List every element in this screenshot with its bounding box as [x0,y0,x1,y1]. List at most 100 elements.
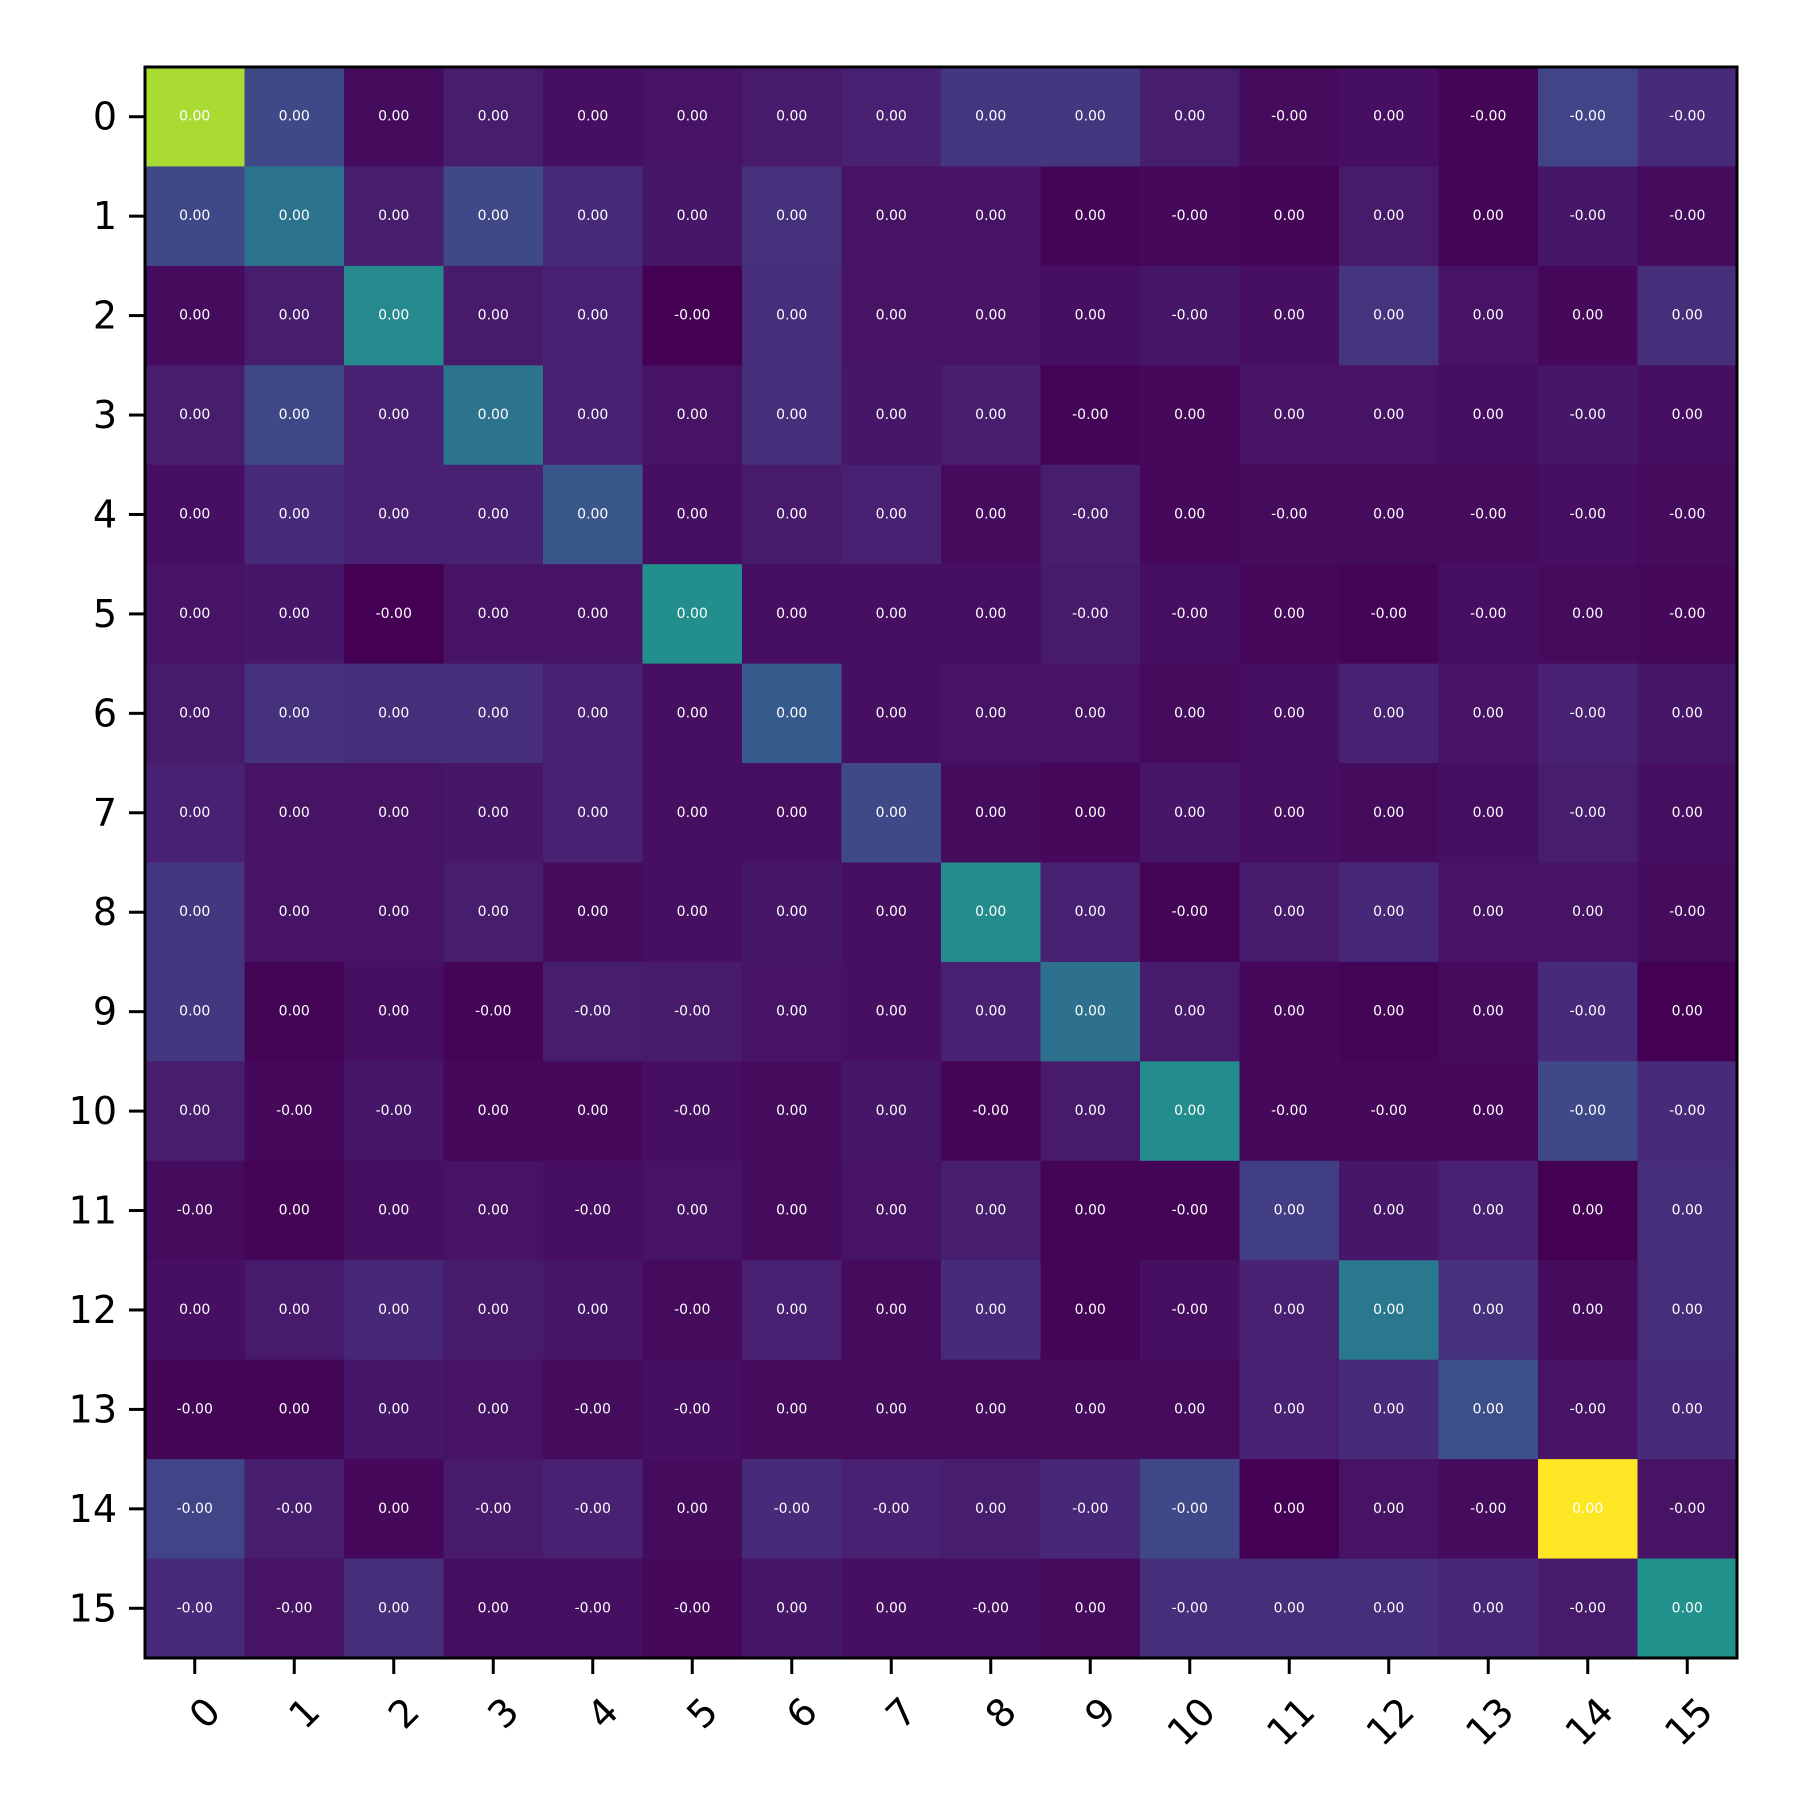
cell-label-r15-c7: 0.00 [876,1600,907,1616]
heatmap-cell-r15-c3 [443,1558,544,1659]
cell-label-r14-c10: -0.00 [1172,1501,1208,1517]
y-tick-label-14: 14 [69,1487,117,1531]
cell-label-r0-c7: 0.00 [876,109,907,125]
cell-label-r14-c12: 0.00 [1373,1501,1404,1517]
cell-label-r13-c11: 0.00 [1274,1401,1305,1417]
heatmap-cells [145,67,1738,1659]
heatmap-cell-r13-c14 [1538,1359,1639,1460]
heatmap-cell-r14-c13 [1438,1459,1539,1560]
heatmap-cell-r4-c11 [1239,464,1340,565]
heatmap-cell-r0-c15 [1637,67,1738,168]
heatmap-cell-r4-c3 [443,464,544,565]
heatmap-cell-r2-c9 [1040,265,1141,366]
heatmap-cell-r4-c12 [1339,464,1440,565]
heatmap-cell-r8-c2 [344,862,445,963]
heatmap-cell-r5-c12 [1339,564,1440,665]
cell-label-r8-c14: 0.00 [1572,904,1603,920]
cell-label-r4-c14: -0.00 [1570,506,1606,522]
x-tick-label-7: 7 [877,1689,925,1737]
x-tick-label-9: 9 [1076,1689,1124,1737]
cell-label-r5-c3: 0.00 [478,606,509,622]
heatmap-cell-r13-c5 [642,1359,743,1460]
cell-label-r15-c6: 0.00 [776,1600,807,1616]
cell-label-r1-c8: 0.00 [975,208,1006,224]
heatmap-cell-r15-c11 [1239,1558,1340,1659]
heatmap-cell-r15-c7 [841,1558,942,1659]
heatmap-cell-r10-c12 [1339,1061,1440,1162]
cell-label-r5-c9: -0.00 [1072,606,1108,622]
cell-label-r15-c15: 0.00 [1672,1600,1703,1616]
cell-label-r13-c12: 0.00 [1373,1401,1404,1417]
heatmap-cell-r10-c2 [344,1061,445,1162]
heatmap-cell-r1-c7 [841,166,942,267]
cell-label-r6-c0: 0.00 [179,705,210,721]
cell-label-r11-c6: 0.00 [776,1203,807,1219]
heatmap-cell-r0-c7 [841,67,942,168]
cell-label-r13-c2: 0.00 [378,1401,409,1417]
heatmap-cell-r3-c8 [941,365,1042,466]
heatmap-cell-r15-c9 [1040,1558,1141,1659]
heatmap-cell-r2-c15 [1637,265,1738,366]
heatmap-cell-r5-c4 [543,564,644,665]
cell-label-r7-c0: 0.00 [179,805,210,821]
heatmap-cell-r0-c11 [1239,67,1340,168]
cell-label-r10-c10: 0.00 [1174,1103,1205,1119]
cell-label-r11-c11: 0.00 [1274,1203,1305,1219]
cell-label-r9-c13: 0.00 [1473,1004,1504,1020]
heatmap-cell-r12-c11 [1239,1260,1340,1361]
heatmap-cell-r7-c7 [841,763,942,864]
heatmap-cell-r1-c1 [244,166,345,267]
heatmap-cell-r12-c14 [1538,1260,1639,1361]
heatmap-cell-r6-c2 [344,663,445,764]
heatmap-cell-r5-c15 [1637,564,1738,665]
cell-label-r4-c0: 0.00 [179,506,210,522]
heatmap-cell-r11-c13 [1438,1160,1539,1261]
cell-label-r9-c6: 0.00 [776,1004,807,1020]
heatmap-cell-r15-c5 [642,1558,743,1659]
heatmap-cell-r12-c1 [244,1260,345,1361]
cell-label-r9-c11: 0.00 [1274,1004,1305,1020]
cell-label-r12-c0: 0.00 [179,1302,210,1318]
cell-label-r9-c1: 0.00 [279,1004,310,1020]
cell-label-r5-c15: -0.00 [1669,606,1705,622]
cell-label-r10-c9: 0.00 [1075,1103,1106,1119]
cell-label-r2-c10: -0.00 [1172,308,1208,324]
cell-label-r0-c2: 0.00 [378,109,409,125]
cell-label-r4-c3: 0.00 [478,506,509,522]
cell-label-r8-c10: -0.00 [1172,904,1208,920]
cell-label-r1-c4: 0.00 [577,208,608,224]
cell-label-r5-c10: -0.00 [1172,606,1208,622]
cell-label-r4-c9: -0.00 [1072,506,1108,522]
heatmap-cell-r9-c5 [642,961,743,1062]
heatmap-cell-r15-c0 [145,1558,246,1659]
cell-label-r3-c7: 0.00 [876,407,907,423]
heatmap-cell-r1-c0 [145,166,246,267]
heatmap-cell-r7-c2 [344,763,445,864]
cell-label-r15-c2: 0.00 [378,1600,409,1616]
heatmap-cell-r10-c5 [642,1061,743,1162]
cell-label-r4-c11: -0.00 [1271,506,1307,522]
heatmap-cell-r5-c11 [1239,564,1340,665]
heatmap-cell-r14-c3 [443,1459,544,1560]
heatmap-cell-r5-c6 [742,564,843,665]
heatmap-cell-r5-c8 [941,564,1042,665]
heatmap-cell-r3-c4 [543,365,644,466]
cell-label-r1-c0: 0.00 [179,208,210,224]
heatmap-cell-r3-c3 [443,365,544,466]
cell-label-r6-c5: 0.00 [677,705,708,721]
cell-label-r7-c15: 0.00 [1672,805,1703,821]
heatmap-cell-r8-c5 [642,862,743,963]
cell-label-r5-c12: -0.00 [1371,606,1407,622]
heatmap-cell-r6-c13 [1438,663,1539,764]
heatmap-cell-r10-c6 [742,1061,843,1162]
cell-label-r10-c14: -0.00 [1570,1103,1606,1119]
cell-label-r14-c11: 0.00 [1274,1501,1305,1517]
heatmap-cell-r11-c11 [1239,1160,1340,1261]
cell-label-r3-c8: 0.00 [975,407,1006,423]
cell-label-r5-c4: 0.00 [577,606,608,622]
heatmap-cell-r15-c1 [244,1558,345,1659]
cell-label-r7-c13: 0.00 [1473,805,1504,821]
heatmap-cell-r9-c7 [841,961,942,1062]
heatmap-cell-r9-c1 [244,961,345,1062]
cell-label-r15-c11: 0.00 [1274,1600,1305,1616]
